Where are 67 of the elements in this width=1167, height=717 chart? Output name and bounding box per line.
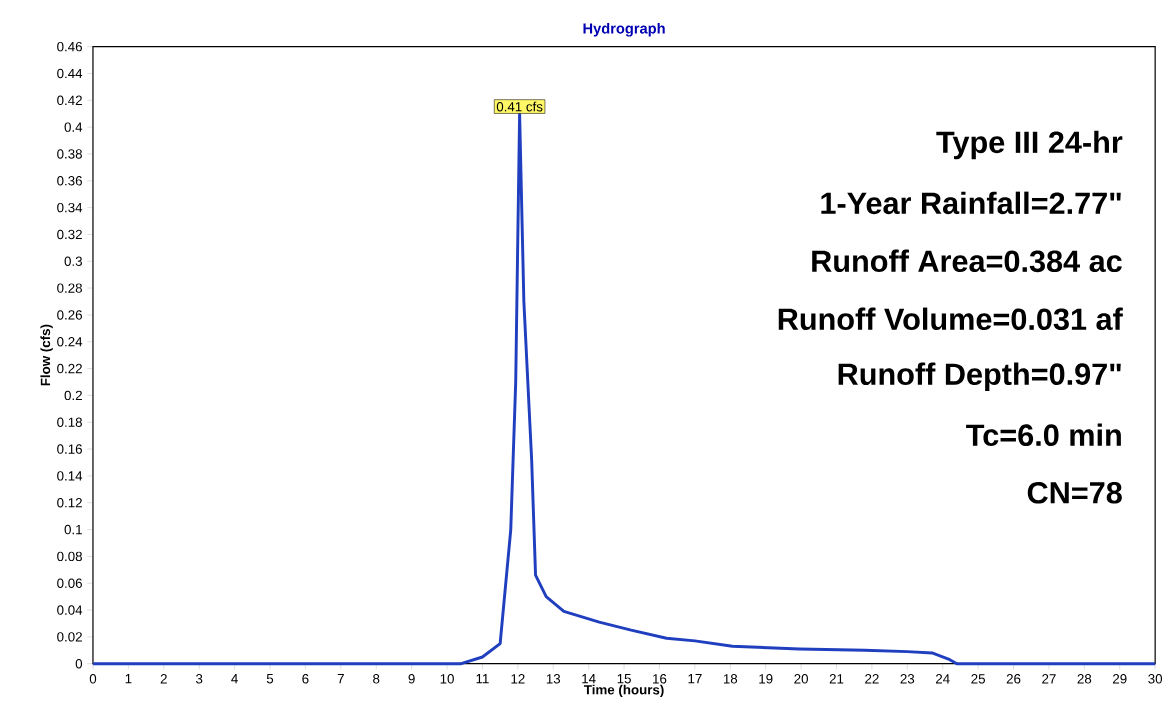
- y-tick-label: 0.32: [57, 229, 82, 240]
- x-tick-label: 28: [1077, 674, 1092, 684]
- x-tick-label: 11: [476, 674, 489, 684]
- x-tick-label: 0: [89, 674, 97, 684]
- x-tick-label: 6: [302, 674, 309, 684]
- x-tick-label: 7: [337, 674, 344, 684]
- x-tick-label: 1: [125, 674, 132, 684]
- y-tick-label: 0.1: [64, 525, 82, 535]
- x-tick-label: 10: [440, 674, 454, 684]
- annotation: CN=78: [1027, 482, 1122, 504]
- y-tick-label: 0: [75, 659, 83, 669]
- x-tick-label: 22: [865, 674, 879, 684]
- y-tick-label: 0.08: [57, 551, 82, 562]
- x-tick-label: 21: [829, 674, 844, 684]
- y-tick-label: 0.22: [57, 364, 82, 374]
- x-tick-label: 8: [373, 674, 380, 684]
- annotation: Type III 24-hr: [936, 130, 1123, 160]
- x-tick-label: 16: [653, 674, 667, 684]
- y-tick-label: 0.04: [57, 605, 83, 615]
- x-tick-label: 20: [794, 674, 808, 684]
- y-tick-label: 0.44: [57, 68, 83, 79]
- y-tick-label: 0.28: [57, 283, 82, 293]
- y-tick-label: 0.14: [57, 471, 83, 481]
- x-tick-label: 4: [231, 674, 238, 684]
- x-tick-label: 5: [266, 674, 274, 684]
- x-tick-label: 24: [935, 674, 950, 684]
- line-series: [91, 112, 1157, 666]
- x-tick-label: 12: [511, 674, 525, 684]
- y-tick-label: 0.4: [64, 122, 83, 132]
- x-tick-label: 18: [723, 674, 738, 684]
- y-axis-title: Flow (cfs): [40, 324, 53, 386]
- x-tick-label: 26: [1006, 674, 1021, 684]
- x-tick-label: 9: [408, 674, 415, 684]
- x-tick-label: 23: [900, 674, 915, 684]
- y-tick-label: 0.3: [64, 256, 82, 267]
- y-tick-label: 0.42: [57, 95, 82, 106]
- y-tick-label: 0.06: [57, 578, 82, 589]
- x-tick-label: 29: [1113, 674, 1127, 684]
- annotation: 1-Year Rainfall=2.77": [821, 191, 1121, 215]
- x-tick-label: 3: [195, 674, 203, 684]
- y-tick-label: 0.02: [57, 632, 82, 642]
- x-tick-label: 2: [160, 674, 167, 684]
- annotation: Runoff Volume=0.031 af: [778, 307, 1123, 331]
- x-tick-label: 27: [1042, 674, 1056, 684]
- y-tick-label: 0.24: [57, 337, 83, 347]
- annotation: 0.41 cfs: [496, 101, 543, 112]
- y-tick-label: 0.2: [64, 390, 82, 401]
- y-tick-label: 0.26: [57, 310, 82, 320]
- y-tick-label: 0.12: [57, 498, 82, 508]
- x-tick-label: 15: [617, 674, 631, 684]
- x-tick-label: 14: [582, 674, 596, 684]
- x-tick-label: 19: [759, 674, 773, 684]
- x-tick-label: 13: [546, 674, 561, 684]
- y-tick-label: 0.18: [57, 417, 82, 428]
- x-tick-label: 25: [971, 674, 985, 684]
- y-tick-label: 0.16: [57, 444, 82, 454]
- x-axis-title: Time (hours): [583, 684, 664, 698]
- y-tick-label: 0.34: [57, 203, 83, 213]
- x-tick-label: 30: [1148, 674, 1163, 684]
- annotation: Runoff Depth=0.97": [838, 362, 1121, 392]
- y-tick-label: 0.36: [57, 176, 82, 186]
- annotation: Runoff Area=0.384 ac: [812, 249, 1122, 273]
- y-tick-label: 0.38: [57, 149, 82, 159]
- x-tick-label: 17: [688, 674, 702, 684]
- chart-title: Hydrograph: [583, 23, 665, 37]
- y-tick-label: 0.46: [57, 42, 82, 52]
- annotation: Tc=6.0 min: [966, 423, 1121, 447]
